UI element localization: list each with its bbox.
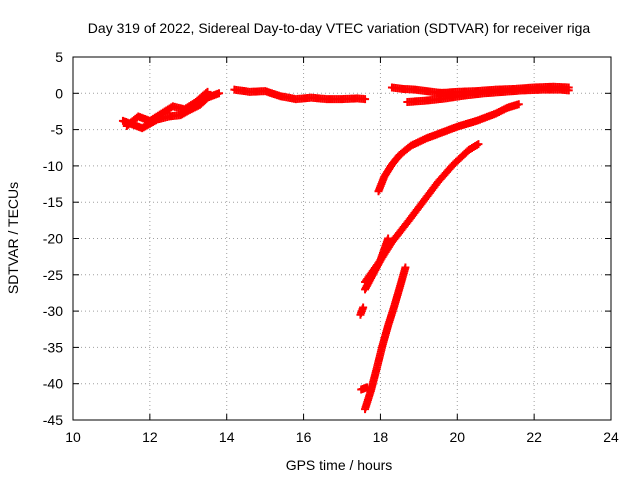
data-point: [359, 303, 368, 312]
data-point: [384, 234, 393, 243]
x-tick-label: 16: [296, 429, 312, 445]
data-segment-10: [361, 263, 410, 414]
data-point: [215, 89, 224, 98]
data-segment-5: [434, 82, 573, 98]
grid-lines: [73, 57, 611, 420]
y-axis-ticks: 5 0 -5 -10 -15 -20 -25 -30 -35 -40 -45: [43, 49, 611, 428]
y-tick-label: -20: [43, 231, 63, 247]
y-tick-label: -25: [43, 267, 63, 283]
data-segment-6: [374, 100, 523, 196]
data-point: [564, 83, 573, 92]
y-tick-label: 0: [55, 85, 63, 101]
data-segment-2: [230, 85, 370, 104]
data-segment-9: [356, 303, 368, 319]
y-tick-label: 5: [55, 49, 63, 65]
x-tick-label: 14: [219, 429, 235, 445]
data-points: [118, 82, 573, 414]
data-segment-7: [361, 140, 483, 294]
data-segment-1: [122, 87, 212, 130]
x-tick-label: 10: [65, 429, 81, 445]
y-tick-label: -35: [43, 339, 63, 355]
data-point: [514, 100, 523, 109]
y-tick-label: -5: [51, 122, 64, 138]
data-point: [202, 89, 211, 98]
x-tick-label: 24: [603, 429, 619, 445]
data-point: [474, 140, 483, 149]
data-point: [361, 95, 370, 104]
x-tick-label: 22: [526, 429, 542, 445]
data-segment-11: [357, 383, 371, 394]
chart-title: Day 319 of 2022, Sidereal Day-to-day VTE…: [88, 20, 591, 36]
data-point: [362, 383, 371, 392]
y-tick-label: -15: [43, 194, 63, 210]
y-axis-label: SDTVAR / TECUs: [5, 182, 21, 294]
x-tick-label: 18: [373, 429, 389, 445]
y-tick-label: -45: [43, 412, 63, 428]
y-tick-label: -30: [43, 303, 63, 319]
y-tick-label: -40: [43, 376, 63, 392]
data-segment-8: [361, 234, 393, 287]
x-axis-label: GPS time / hours: [286, 457, 393, 473]
x-axis-ticks: 10 12 14 16 18 20 22 24: [65, 57, 619, 445]
x-tick-label: 12: [142, 429, 158, 445]
y-tick-label: -10: [43, 158, 63, 174]
data-point: [401, 263, 410, 272]
x-tick-label: 20: [449, 429, 465, 445]
data-point: [203, 87, 212, 96]
